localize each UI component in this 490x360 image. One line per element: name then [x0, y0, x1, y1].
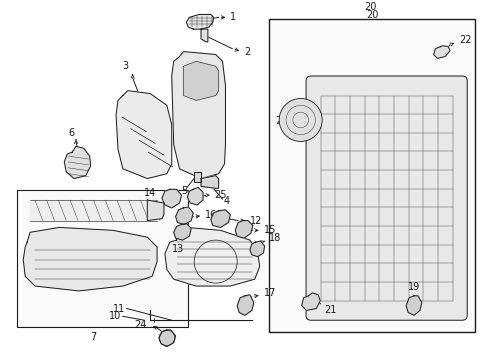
Polygon shape [159, 330, 175, 347]
Text: 19: 19 [408, 282, 420, 292]
Circle shape [279, 99, 322, 141]
Polygon shape [183, 61, 219, 100]
Polygon shape [302, 293, 320, 310]
Polygon shape [30, 200, 157, 221]
FancyBboxPatch shape [306, 76, 467, 320]
Text: 11: 11 [113, 303, 125, 314]
Text: 3: 3 [123, 61, 129, 71]
Text: 22: 22 [459, 35, 471, 45]
Text: 4: 4 [223, 196, 230, 206]
Text: 2: 2 [244, 46, 250, 57]
Polygon shape [147, 200, 164, 221]
Polygon shape [172, 51, 225, 179]
Text: 1: 1 [230, 12, 237, 22]
Text: 13: 13 [172, 244, 184, 254]
Text: 15: 15 [264, 225, 276, 235]
Text: 16: 16 [205, 210, 217, 220]
Text: 12: 12 [250, 216, 262, 226]
Polygon shape [250, 241, 265, 257]
Polygon shape [194, 172, 201, 181]
Text: 25: 25 [215, 190, 227, 200]
Polygon shape [175, 207, 193, 225]
Text: 10: 10 [109, 311, 121, 321]
Text: 9: 9 [46, 205, 51, 215]
Polygon shape [235, 221, 253, 238]
Text: 18: 18 [270, 233, 282, 243]
Polygon shape [116, 91, 172, 179]
Text: 6: 6 [68, 128, 74, 138]
Polygon shape [406, 296, 422, 315]
Polygon shape [434, 46, 450, 58]
Text: 21: 21 [324, 305, 337, 315]
Text: 24: 24 [134, 320, 147, 330]
Bar [270, 19, 475, 332]
Text: 23: 23 [275, 116, 288, 126]
Text: 20: 20 [364, 1, 376, 12]
Polygon shape [23, 228, 157, 291]
Polygon shape [211, 210, 230, 228]
Bar [17, 190, 188, 327]
Polygon shape [64, 146, 91, 179]
Text: 7: 7 [91, 332, 97, 342]
Polygon shape [187, 187, 203, 205]
Polygon shape [201, 29, 208, 42]
Polygon shape [237, 295, 254, 315]
Polygon shape [162, 189, 181, 208]
Text: 8: 8 [55, 255, 61, 265]
Polygon shape [173, 224, 191, 240]
Text: 20: 20 [366, 10, 378, 21]
Text: 17: 17 [264, 288, 276, 298]
Polygon shape [201, 176, 219, 188]
Text: 14: 14 [144, 188, 156, 198]
Polygon shape [165, 228, 260, 286]
Text: 5: 5 [181, 186, 188, 196]
Polygon shape [186, 14, 214, 29]
